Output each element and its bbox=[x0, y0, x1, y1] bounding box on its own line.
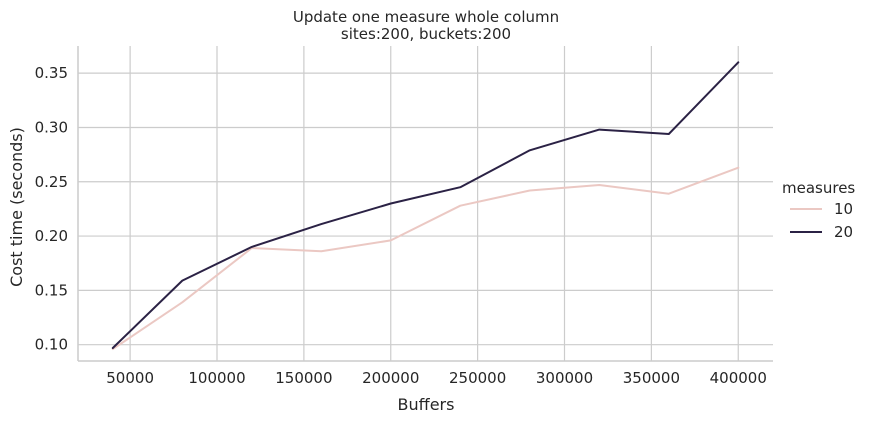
legend-title: measures bbox=[782, 179, 855, 197]
series-line-10 bbox=[111, 166, 740, 351]
tick-layer: 50000 100000 150000 200000 250000 300000 35000… bbox=[35, 64, 767, 387]
y-tick-label: 0.10 bbox=[35, 336, 68, 354]
x-tick-label: 300000 bbox=[536, 369, 593, 387]
y-tick-label: 0.30 bbox=[35, 118, 68, 136]
x-tick-label: 100000 bbox=[188, 369, 245, 387]
x-tick-label: 150000 bbox=[275, 369, 332, 387]
x-tick-label: 50000 bbox=[106, 369, 154, 387]
grid-layer bbox=[78, 46, 773, 361]
y-axis-label: Cost time (seconds) bbox=[7, 127, 26, 287]
x-axis-label: Buffers bbox=[398, 395, 455, 414]
axes-spines bbox=[77, 46, 773, 362]
legend-label-10: 10 bbox=[834, 200, 853, 218]
chart-title: Update one measure whole column bbox=[293, 8, 559, 26]
x-tick-label: 400000 bbox=[710, 369, 767, 387]
x-tick-label: 250000 bbox=[449, 369, 506, 387]
series-layer bbox=[111, 61, 740, 351]
x-tick-label: 350000 bbox=[623, 369, 680, 387]
y-tick-label: 0.20 bbox=[35, 227, 68, 245]
chart-subtitle: sites:200, buckets:200 bbox=[341, 25, 511, 43]
legend-label-20: 20 bbox=[834, 223, 853, 241]
y-tick-label: 0.15 bbox=[35, 281, 68, 299]
y-tick-label: 0.35 bbox=[35, 64, 68, 82]
series-line-20 bbox=[111, 61, 740, 349]
y-tick-label: 0.25 bbox=[35, 173, 68, 191]
x-tick-label: 200000 bbox=[362, 369, 419, 387]
